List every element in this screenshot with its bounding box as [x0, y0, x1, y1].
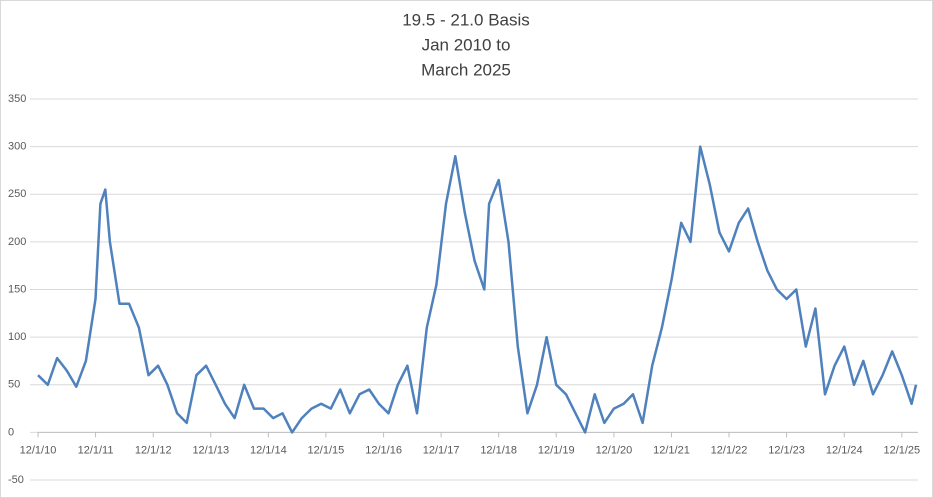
x-tick-label: 12/1/14: [250, 444, 287, 456]
chart-title: March 2025: [421, 60, 511, 79]
x-tick-label: 12/1/19: [538, 444, 575, 456]
x-tick-label: 12/1/13: [192, 444, 229, 456]
y-tick-label: 0: [8, 426, 14, 438]
y-tick-label: 200: [8, 236, 26, 248]
y-tick-label: -50: [8, 474, 24, 486]
x-tick-label: 12/1/21: [653, 444, 690, 456]
chart-title: Jan 2010 to: [422, 35, 511, 54]
x-tick-label: 12/1/22: [711, 444, 748, 456]
x-tick-label: 12/1/12: [135, 444, 172, 456]
x-tick-label: 12/1/20: [596, 444, 633, 456]
y-tick-label: 100: [8, 331, 26, 343]
y-tick-label: 50: [8, 379, 20, 391]
x-tick-label: 12/1/15: [308, 444, 345, 456]
x-tick-label: 12/1/16: [365, 444, 402, 456]
x-tick-label: 12/1/25: [883, 444, 920, 456]
y-tick-label: 300: [8, 141, 26, 153]
x-tick-label: 12/1/24: [826, 444, 863, 456]
x-tick-label: 12/1/23: [768, 444, 805, 456]
x-tick-label: 12/1/17: [423, 444, 460, 456]
y-tick-label: 150: [8, 283, 26, 295]
x-tick-label: 12/1/18: [480, 444, 517, 456]
y-tick-label: 350: [8, 93, 26, 105]
x-tick-label: 12/1/10: [20, 444, 57, 456]
chart-title: 19.5 - 21.0 Basis: [402, 10, 530, 29]
y-tick-label: 250: [8, 188, 26, 200]
data-line: [37, 145, 918, 434]
x-tick-label: 12/1/11: [78, 444, 114, 456]
